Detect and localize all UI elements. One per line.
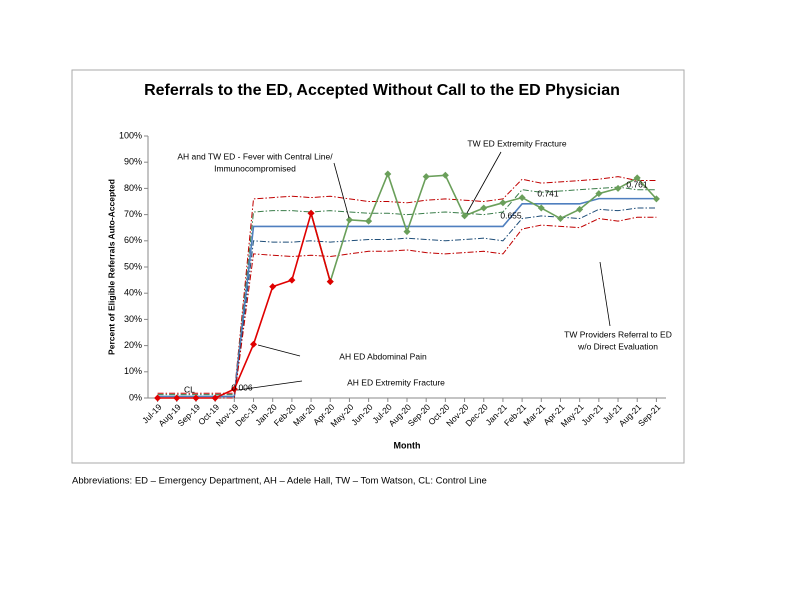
y-tick-label: 40% — [124, 288, 142, 298]
annotation: AH and TW ED - Fever with Central Line/ — [177, 151, 333, 161]
value-label: 0.655 — [500, 210, 522, 220]
point — [326, 278, 334, 286]
point — [441, 171, 449, 179]
point — [480, 204, 488, 212]
point — [633, 174, 641, 182]
y-tick-label: 10% — [124, 366, 142, 376]
point — [173, 394, 181, 402]
point — [288, 276, 296, 284]
annotation: TW Providers Referral to ED — [564, 329, 672, 339]
annotation: TW ED Extremity Fracture — [467, 138, 566, 148]
y-tick-label: 50% — [124, 261, 142, 271]
annotation: Immunocompromised — [214, 163, 296, 173]
point — [307, 209, 315, 217]
point — [461, 212, 469, 220]
x-axis-title: Month — [394, 440, 421, 450]
point — [211, 394, 219, 402]
point — [250, 340, 258, 348]
y-tick-label: 80% — [124, 183, 142, 193]
y-tick-label: 0% — [129, 392, 142, 402]
y-tick-label: 30% — [124, 314, 142, 324]
annotation: AH ED Abdominal Pain — [339, 351, 427, 361]
arrow — [466, 151, 502, 214]
series-line — [157, 197, 657, 398]
point — [614, 184, 622, 192]
point — [422, 173, 430, 181]
y-tick-label: 70% — [124, 209, 142, 219]
point — [518, 194, 526, 202]
y-tick-label: 90% — [124, 157, 142, 167]
value-label: 0.761 — [626, 179, 648, 189]
arrow — [333, 162, 350, 219]
annotations — [237, 151, 611, 391]
chart-title: Referrals to the ED, Accepted Without Ca… — [144, 82, 620, 99]
point — [192, 394, 200, 402]
arrow — [257, 344, 301, 357]
point — [345, 216, 353, 224]
arrow — [599, 261, 611, 327]
y-axis-title: Percent of Eligible Referrals Auto-Accep… — [106, 179, 116, 355]
series-line — [157, 207, 657, 399]
point — [499, 199, 507, 207]
point — [365, 217, 373, 225]
point — [595, 190, 603, 198]
footnote: Abbreviations: ED – Emergency Department… — [72, 476, 487, 487]
y-tick-label: 60% — [124, 235, 142, 245]
series-line — [157, 176, 657, 394]
point — [269, 283, 277, 291]
annotation: w/o Direct Evaluation — [577, 341, 658, 351]
point — [154, 394, 162, 402]
value-label: 0.741 — [537, 188, 559, 198]
y-tick-label: 20% — [124, 340, 142, 350]
value-label: 0.006 — [231, 382, 253, 392]
arrow — [237, 380, 303, 391]
point — [652, 195, 660, 203]
point — [537, 204, 545, 212]
point — [576, 205, 584, 213]
y-tick-label: 100% — [119, 130, 142, 140]
point — [403, 228, 411, 236]
series-line — [157, 216, 657, 399]
point — [230, 385, 238, 393]
annotation: CL — [184, 384, 195, 394]
annotation: AH ED Extremity Fracture — [347, 377, 445, 387]
chart-frame — [71, 69, 685, 464]
point — [556, 215, 564, 223]
point — [384, 170, 392, 178]
series-line — [157, 186, 657, 396]
series-line — [157, 210, 332, 399]
